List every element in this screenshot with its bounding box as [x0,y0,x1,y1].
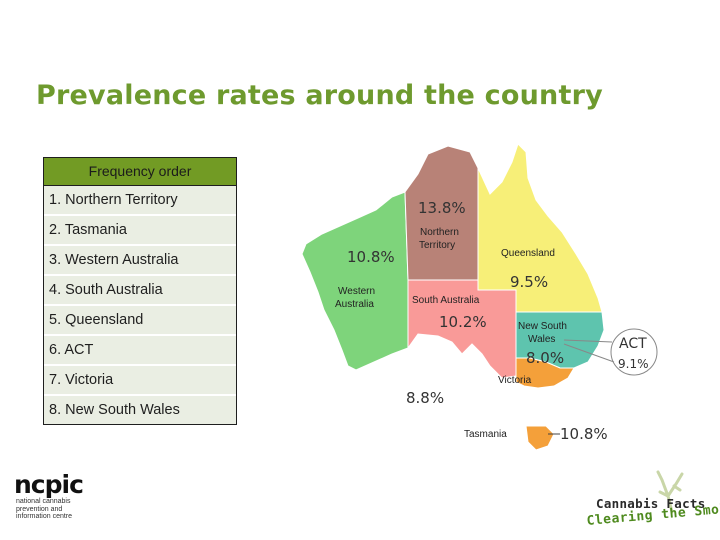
table-row: 4. South Australia [44,274,236,304]
table-row: 1. Northern Territory [44,186,236,214]
nt-label: Northern [420,227,459,238]
nsw-label: Wales [528,334,555,345]
ncpic-wordmark: ncpic [14,470,84,499]
sa-label: South Australia [412,295,480,306]
region-victoria [515,357,575,389]
table-row: 3. Western Australia [44,244,236,274]
ncpic-subtitle: prevention and [16,505,63,513]
nt-label: Territory [419,240,455,251]
table-row: 6. ACT [44,334,236,364]
table-row: 5. Queensland [44,304,236,334]
frequency-table: Frequency order 1. Northern Territory 2.… [43,157,237,425]
nsw-label: New South [518,321,567,332]
table-row: 2. Tasmania [44,214,236,244]
qld-label: Queensland [501,248,555,259]
sa-rate: 10.2% [439,313,487,331]
tas-label: Tasmania [464,429,507,440]
nsw-rate: 8.0% [526,349,564,367]
ncpic-logo: ncpic national cannabis prevention and i… [14,472,94,534]
region-tasmania [525,425,555,451]
wa-label: Western [338,286,375,297]
act-label: ACT [619,336,647,352]
region-western-australia [301,191,409,371]
table-header: Frequency order [44,158,236,186]
qld-rate: 9.5% [510,273,548,291]
region-south-australia [407,279,517,379]
ncpic-subtitle: national cannabis [16,498,71,505]
wa-label: Australia [335,299,374,310]
vic-label: Victoria [498,375,532,386]
vic-rate: 8.8% [406,389,444,407]
wa-rate: 10.8% [347,248,395,266]
australia-map: Western Australia Northern Territory Que… [292,140,672,451]
act-pointer-line [563,343,615,363]
cannabis-facts-title: Cannabis Facts [596,496,706,511]
table-row: 8. New South Wales [44,394,236,424]
act-callout-circle [610,328,658,376]
cannabis-facts-logo: Cannabis Facts Clearing the Smoke [584,466,720,540]
act-pointer-line [563,339,613,343]
tas-rate: 10.8% [560,425,608,443]
ncpic-subtitle: information centre [16,513,73,520]
act-rate: 9.1% [618,357,649,371]
leaf-icon [656,470,684,514]
slide-title: Prevalence rates around the country [36,80,603,111]
nt-rate: 13.8% [418,199,466,217]
table-row: 7. Victoria [44,364,236,394]
